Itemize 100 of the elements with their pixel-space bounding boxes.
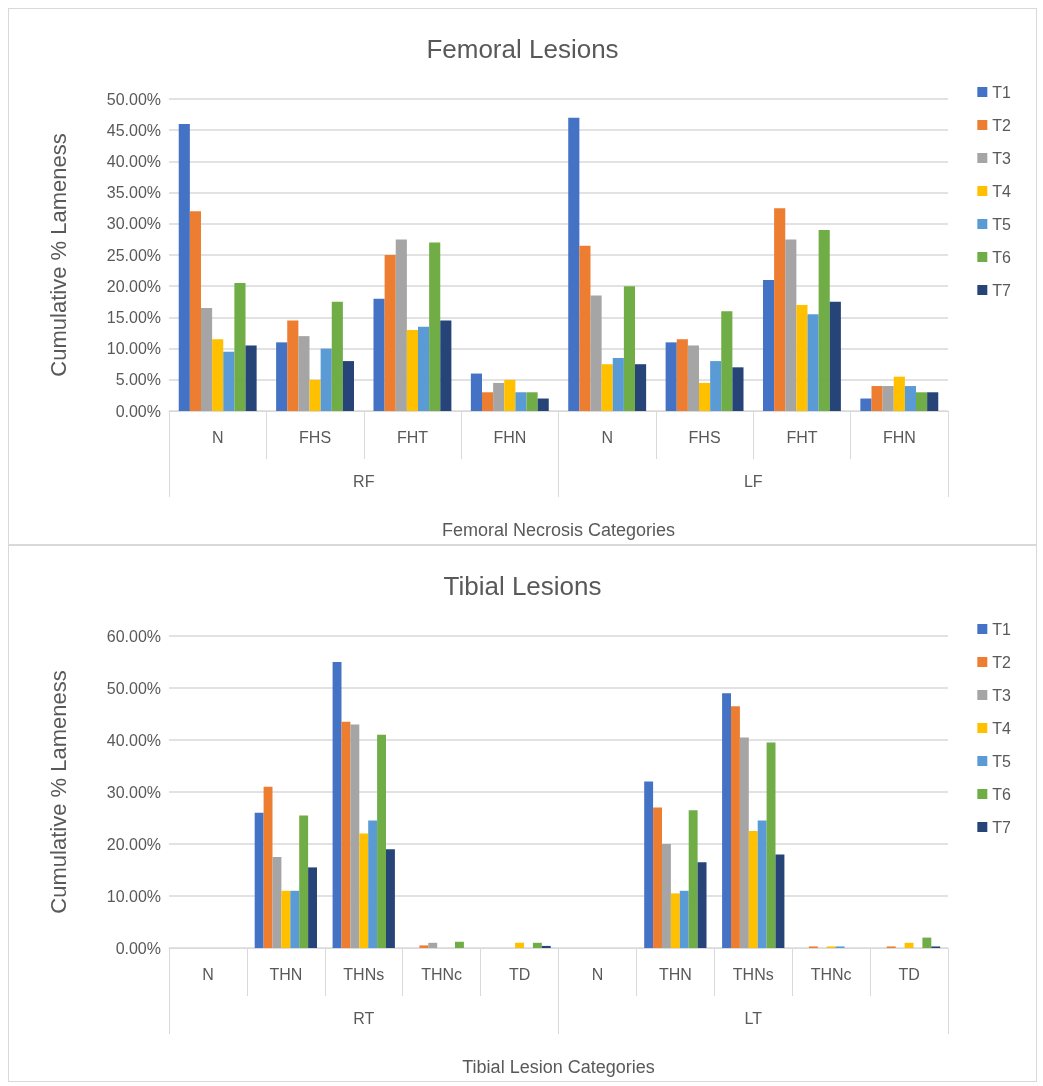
legend-label: T5: [992, 752, 1012, 770]
legend-label: T2: [992, 653, 1012, 671]
bar: [635, 364, 647, 411]
chart-title: Tibial Lesions: [443, 571, 602, 601]
legend-label: T3: [992, 686, 1012, 704]
x-tick-label: THNc: [421, 965, 463, 983]
y-axis-title: Cumulative % Lameness: [45, 133, 71, 377]
y-tick-label: 40.00%: [106, 152, 161, 170]
y-tick-label: 0.00%: [115, 402, 161, 420]
bar: [730, 706, 740, 948]
bar: [807, 314, 819, 411]
y-tick-label: 5.00%: [115, 371, 161, 389]
bar: [775, 854, 785, 948]
bar: [272, 857, 282, 948]
legend-label: T5: [992, 215, 1012, 233]
bar: [568, 117, 580, 411]
bar: [676, 339, 688, 411]
x-tick-label: FHS: [688, 428, 721, 446]
bar: [493, 382, 505, 411]
bar: [290, 890, 300, 948]
x-tick-label: THNs: [732, 965, 774, 983]
bar: [429, 242, 441, 411]
bar: [386, 849, 395, 948]
y-tick-label: 25.00%: [106, 246, 161, 264]
x-tick-label: THN: [658, 965, 692, 983]
bar: [200, 308, 213, 411]
bar: [922, 937, 932, 948]
x-tick-label: FHN: [493, 428, 527, 446]
bar: [263, 786, 273, 948]
bar: [927, 392, 939, 411]
bar: [341, 721, 351, 948]
bar: [384, 255, 396, 411]
legend-label: T3: [992, 149, 1012, 167]
bar: [757, 820, 767, 948]
bar: [916, 392, 928, 411]
bar: [359, 833, 369, 948]
bar: [276, 342, 288, 411]
y-tick-label: 15.00%: [106, 308, 161, 326]
bar: [309, 379, 321, 411]
y-tick-label: 35.00%: [106, 184, 161, 202]
y-tick-label: 20.00%: [106, 835, 161, 853]
bar: [308, 867, 318, 948]
x-tick-label: N: [601, 428, 613, 446]
bar: [697, 862, 707, 948]
y-tick-label: 0.00%: [115, 939, 161, 957]
bar: [721, 311, 733, 411]
bar: [342, 361, 355, 411]
bar: [710, 361, 722, 411]
text: RT: [353, 1009, 375, 1027]
y-tick-label: 20.00%: [106, 277, 161, 295]
y-tick-label: 30.00%: [106, 215, 161, 233]
bar: [245, 345, 257, 411]
bar: [254, 812, 264, 948]
bar: [612, 357, 624, 411]
bar: [722, 693, 731, 948]
bar: [419, 945, 429, 948]
y-tick-label: 40.00%: [106, 731, 161, 749]
bar: [860, 398, 872, 411]
bar: [541, 945, 551, 948]
y-axis-title: Cumulative % Lameness: [45, 670, 71, 914]
bar: [537, 398, 549, 411]
bar: [766, 742, 776, 948]
text: RF: [353, 472, 375, 490]
x-tick-label: N: [211, 428, 224, 446]
bar: [481, 392, 494, 411]
bar: [882, 386, 894, 411]
bar: [428, 942, 438, 948]
bar: [320, 348, 332, 411]
bar: [590, 295, 602, 411]
x-tick-label: TD: [898, 965, 920, 983]
chart-title: Femoral Lesions: [426, 34, 619, 64]
bar: [893, 376, 905, 411]
legend-label: T1: [992, 83, 1012, 101]
bar: [774, 208, 786, 411]
bar: [377, 734, 387, 948]
bar: [189, 211, 201, 411]
bar: [515, 942, 524, 948]
text: LF: [743, 472, 763, 490]
bar: [904, 386, 917, 411]
x-tick-label: N: [202, 965, 214, 983]
bar: [406, 329, 418, 411]
bar: [395, 239, 407, 411]
bar: [785, 239, 797, 411]
y-tick-label: 60.00%: [106, 627, 161, 645]
bar: [748, 831, 758, 948]
bar: [212, 339, 224, 411]
legend-label: T2: [992, 116, 1012, 134]
bar: [762, 279, 775, 411]
bar: [829, 301, 841, 411]
bar: [332, 662, 342, 948]
bar: [350, 724, 360, 948]
bar: [679, 890, 689, 948]
bar: [579, 245, 591, 411]
bar: [818, 230, 830, 411]
bar: [796, 304, 808, 411]
bar: [871, 386, 883, 411]
bar: [470, 373, 482, 411]
bar: [688, 810, 698, 948]
bar: [287, 320, 299, 411]
bar: [299, 815, 309, 948]
